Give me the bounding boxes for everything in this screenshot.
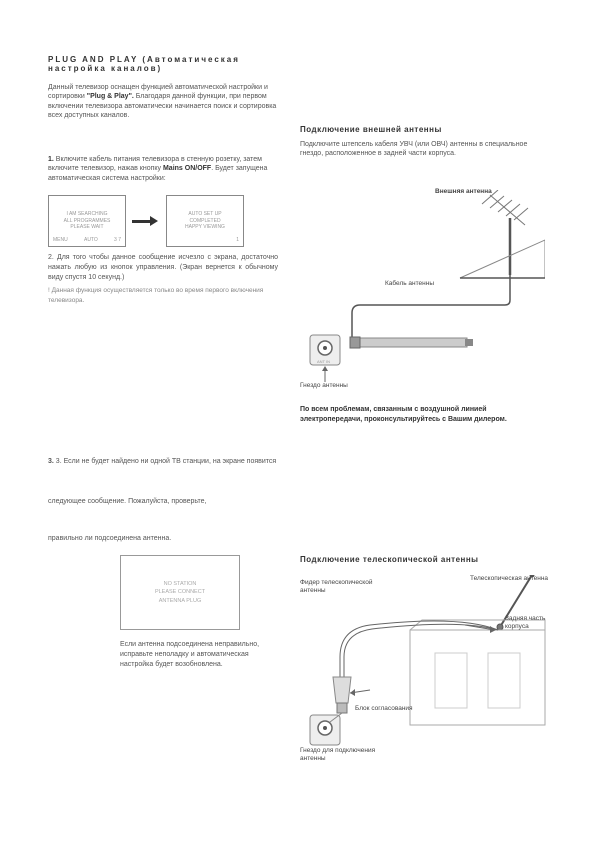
step-2-text: 2. Для того чтобы данное сообщение исчез… [48,253,278,282]
step-1-text: 1. Включите кабель питания телевизора в … [48,155,278,183]
label-telescopic-antenna: Телескопическая антенна [470,575,550,583]
label-back-case: Задняя часть корпуса [505,615,550,631]
screen1-bottom: MENU AUTO 3 7 [53,237,121,244]
ext-antenna-heading: Подключение внешней антенны [300,125,545,134]
right-column: Подключение внешней антенны Подключите ш… [300,125,545,159]
msg-line2: PLEASE CONNECT [155,588,205,596]
msg-line1: NO STATION [164,580,197,588]
left-column: PLUG AND PLAY (Автоматическая настройка … [48,55,278,305]
ext-antenna-warning: По всем проблемам, связанным с воздушной… [300,405,540,425]
screen-searching: I AM SEARCHING ALL PROGRAMMES PLEASE WAI… [48,195,126,247]
label-external-antenna: Внешняя антенна [435,188,492,196]
label-feeder: Фидер телескопической антенны [300,579,380,595]
telescopic-antenna-diagram: Фидер телескопической антенны Телескопич… [300,575,550,775]
msg-line3: ANTENNA PLUG [159,597,201,605]
label-antenna-cable: Кабель антенны [385,280,434,288]
label-antenna-socket: Гнездо антенны [300,382,348,390]
step-3-line1: 3. 3. Если не будет найдено ни одной ТВ … [48,458,548,465]
no-station-block: NO STATION PLEASE CONNECT ANTENNA PLUG Е… [120,555,300,669]
arrow-icon [132,216,160,226]
step-2-warning: ! Данная функция осуществляется только в… [48,286,278,304]
page-title: PLUG AND PLAY (Автоматическая настройка … [48,55,278,73]
step-3-line2: следующее сообщение. Пожалуйста, проверь… [48,498,548,505]
label-matching-box: Блок согласования [355,705,425,713]
screen2-bottom: 1 [171,237,239,244]
ext-antenna-text: Подключите штепсель кабеля УВЧ (или ОВЧ)… [300,140,545,159]
intro-text: Данный телевизор оснащен функцией автома… [48,83,278,121]
screen1-line3: PLEASE WAIT [70,224,103,231]
ext-antenna-svg: ANT IN [300,190,545,400]
telescopic-heading: Подключение телескопической антенны [300,555,479,564]
screen-flow: I AM SEARCHING ALL PROGRAMMES PLEASE WAI… [48,195,278,247]
external-antenna-diagram: ANT IN Внешняя антенна Кабель антенны Гн… [300,190,545,390]
step-3-line3: правильно ли подсоединена антенна. [48,535,548,542]
antenna-fix-note: Если антенна подсоединена неправильно, и… [120,640,270,669]
no-station-screen: NO STATION PLEASE CONNECT ANTENNA PLUG [120,555,240,630]
screen2-line3: HAPPY VIEWING [185,224,225,231]
screen-completed: AUTO SET UP COMPLETED HAPPY VIEWING 1 [166,195,244,247]
telescopic-svg [300,575,550,775]
label-ant-socket: Гнездо для подключения антенны [300,747,390,763]
svg-text:ANT IN: ANT IN [317,359,330,364]
